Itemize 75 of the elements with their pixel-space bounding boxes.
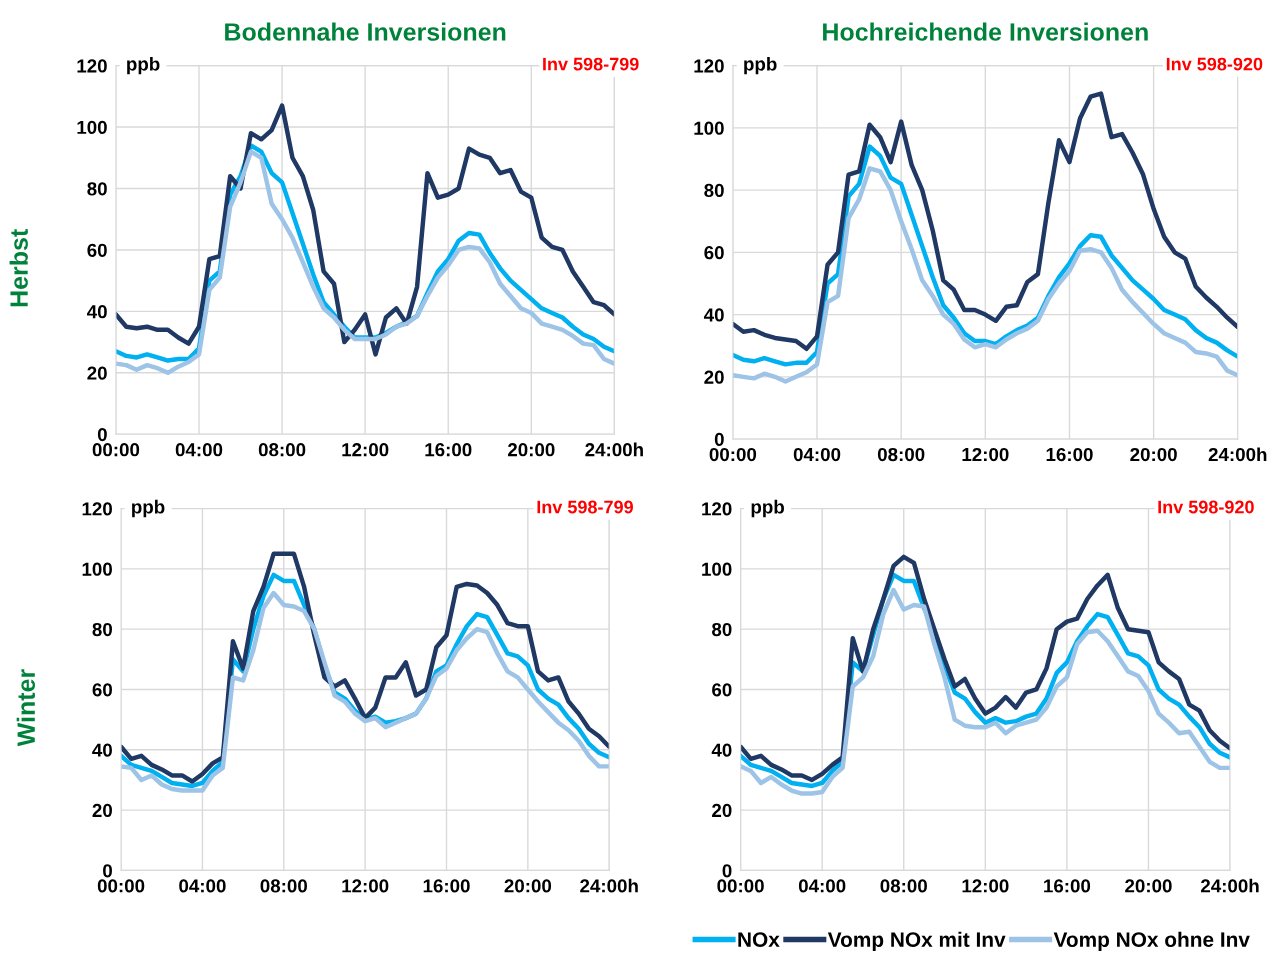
text: Herbst [9, 229, 28, 307]
x-tick-label: 16:00 [423, 879, 470, 893]
y-tick-label: 0 [103, 864, 112, 878]
y-tick-label: 100 [77, 120, 107, 135]
legend-label: Vomp NOx ohne Inv [1053, 931, 1250, 952]
text: Winter [16, 669, 36, 747]
y-tick-label: 80 [712, 622, 732, 637]
x-tick-label: 00:00 [717, 879, 764, 893]
y-tick-label: 40 [711, 743, 732, 757]
y-axis-title: ppb [127, 56, 160, 75]
x-tick-label: 08:00 [880, 879, 927, 893]
line-series [732, 91, 1238, 352]
x-tick-label: 20:00 [1130, 447, 1177, 462]
x-tick-label: 04:00 [175, 443, 223, 457]
y-tick-label: 120 [82, 502, 112, 516]
x-tick-label: 20:00 [507, 443, 555, 457]
line-series [115, 103, 615, 357]
legend-label: Vomp NOx mit Inv [827, 931, 1006, 952]
x-tick-label: 08:00 [260, 879, 307, 893]
x-tick-label: 16:00 [1044, 879, 1091, 893]
y-tick-label: 0 [714, 432, 724, 447]
y-tick-label: 60 [712, 683, 732, 697]
y-tick-label: 40 [703, 308, 724, 322]
annotation: Inv 598-799 [537, 500, 633, 514]
x-tick-label: 04:00 [179, 879, 226, 893]
x-tick-label: 24:00h [585, 442, 643, 457]
y-tick-label: 120 [77, 59, 107, 73]
y-tick-label: 20 [87, 366, 107, 380]
y-tick-label: 80 [92, 622, 112, 637]
y-tick-label: 40 [92, 743, 112, 757]
x-tick-label: 16:00 [425, 443, 472, 457]
x-tick-label: 24:00h [1200, 878, 1259, 893]
line-series [732, 144, 1238, 367]
y-axis-title: ppb [744, 56, 777, 75]
chart-title: Bodennahe Inversionen [225, 22, 506, 41]
annotation: Inv 598-920 [1158, 500, 1254, 514]
annotation: Inv 598-799 [543, 57, 639, 71]
chart-title: Hochreichende Inversionen [823, 22, 1148, 41]
y-tick-label: 60 [92, 683, 112, 697]
annotation: Inv 598-920 [1166, 57, 1263, 71]
x-tick-label: 12:00 [342, 879, 389, 893]
x-tick-label: 08:00 [258, 443, 306, 457]
y-tick-label: 20 [92, 803, 112, 818]
y-axis-title: ppb [751, 499, 784, 518]
y-tick-label: 0 [722, 864, 732, 878]
x-tick-label: 00:00 [97, 879, 145, 893]
x-tick-label: 16:00 [1046, 447, 1093, 462]
y-tick-label: 120 [694, 59, 724, 73]
y-tick-label: 40 [87, 305, 107, 319]
y-tick-label: 20 [704, 370, 724, 384]
x-tick-label: 00:00 [709, 447, 757, 462]
x-tick-label: 20:00 [504, 879, 552, 893]
y-tick-label: 100 [82, 562, 112, 576]
line-series [732, 166, 1238, 384]
x-tick-label: 24:00h [580, 878, 638, 893]
x-tick-label: 04:00 [798, 879, 846, 893]
y-tick-label: 100 [702, 562, 732, 576]
y-tick-label: 80 [87, 182, 107, 196]
x-tick-label: 12:00 [962, 447, 1009, 462]
y-tick-label: 60 [87, 243, 107, 257]
y-tick-label: 80 [704, 183, 724, 198]
y-tick-label: 60 [704, 246, 724, 260]
y-tick-label: 0 [97, 427, 107, 442]
x-tick-label: 08:00 [877, 447, 925, 462]
x-tick-label: 24:00h [1208, 447, 1267, 462]
x-tick-label: 00:00 [92, 443, 140, 457]
y-tick-label: 100 [694, 121, 724, 135]
y-axis-title: ppb [132, 499, 165, 518]
x-tick-label: 20:00 [1125, 879, 1172, 893]
y-tick-label: 20 [712, 803, 732, 818]
y-tick-label: 120 [702, 502, 732, 516]
x-tick-label: 04:00 [793, 447, 841, 462]
x-tick-label: 12:00 [342, 443, 389, 457]
legend-label: NOx [738, 932, 780, 947]
x-tick-label: 12:00 [962, 879, 1009, 893]
